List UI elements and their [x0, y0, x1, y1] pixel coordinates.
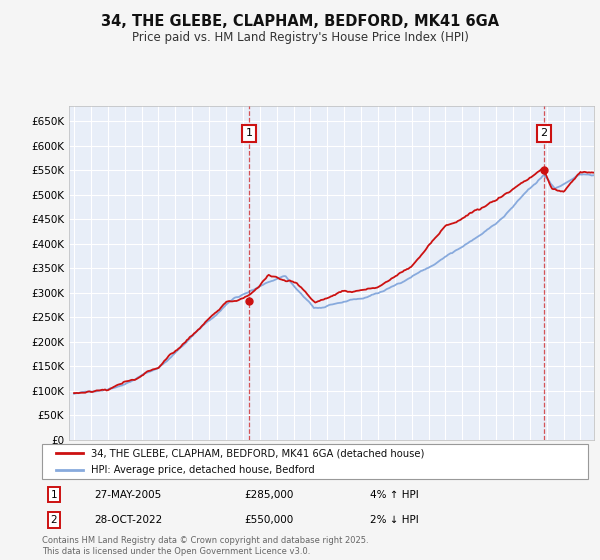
- Text: 2% ↓ HPI: 2% ↓ HPI: [370, 515, 418, 525]
- Text: Contains HM Land Registry data © Crown copyright and database right 2025.
This d: Contains HM Land Registry data © Crown c…: [42, 536, 368, 556]
- Text: 34, THE GLEBE, CLAPHAM, BEDFORD, MK41 6GA (detached house): 34, THE GLEBE, CLAPHAM, BEDFORD, MK41 6G…: [91, 448, 425, 458]
- Text: HPI: Average price, detached house, Bedford: HPI: Average price, detached house, Bedf…: [91, 465, 315, 475]
- Text: 1: 1: [246, 128, 253, 138]
- Text: £285,000: £285,000: [244, 489, 293, 500]
- FancyBboxPatch shape: [42, 444, 588, 479]
- Text: 2: 2: [50, 515, 58, 525]
- Text: £550,000: £550,000: [244, 515, 293, 525]
- Text: 34, THE GLEBE, CLAPHAM, BEDFORD, MK41 6GA: 34, THE GLEBE, CLAPHAM, BEDFORD, MK41 6G…: [101, 14, 499, 29]
- Text: 27-MAY-2005: 27-MAY-2005: [94, 489, 161, 500]
- Text: 28-OCT-2022: 28-OCT-2022: [94, 515, 162, 525]
- Text: 4% ↑ HPI: 4% ↑ HPI: [370, 489, 418, 500]
- Text: 1: 1: [50, 489, 58, 500]
- Text: Price paid vs. HM Land Registry's House Price Index (HPI): Price paid vs. HM Land Registry's House …: [131, 31, 469, 44]
- Text: 2: 2: [540, 128, 547, 138]
